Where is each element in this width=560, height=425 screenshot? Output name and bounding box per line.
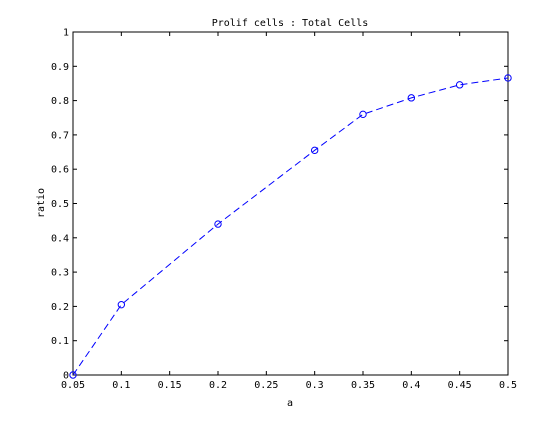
y-tick-label: 0.9 xyxy=(51,62,69,73)
x-tick-label: 0.2 xyxy=(209,380,227,391)
x-tick-label: 0.4 xyxy=(402,380,420,391)
x-tick-label: 0.5 xyxy=(499,380,517,391)
data-point-marker xyxy=(310,146,319,155)
y-tick-label: 0.6 xyxy=(51,165,69,176)
x-tick-label: 0.35 xyxy=(351,380,375,391)
y-axis-ticks: 0 0.1 0.2 0.3 0.4 0.5 0.6 0.7 0.8 0.9 1 xyxy=(51,28,508,382)
data-point-marker xyxy=(69,371,77,379)
data-point-marker xyxy=(117,300,126,309)
series-line xyxy=(72,77,509,376)
y-tick-label: 0.4 xyxy=(51,233,69,244)
y-tick-label: 0.2 xyxy=(51,302,69,313)
x-tick-label: 0.45 xyxy=(448,380,472,391)
series-layer xyxy=(69,74,512,379)
x-tick-label: 0.15 xyxy=(158,380,182,391)
data-point-marker xyxy=(504,74,512,82)
y-tick-label: 0.3 xyxy=(51,268,69,279)
x-axis-label: a xyxy=(287,398,293,409)
y-tick-label: 0.7 xyxy=(51,130,69,141)
data-point-marker xyxy=(407,94,416,102)
data-point-marker xyxy=(455,81,464,89)
x-tick-label: 0.05 xyxy=(61,380,85,391)
x-axis-ticks: 0.05 0.1 0.15 0.2 0.25 0.3 0.35 0.4 0.45 0.5 xyxy=(61,32,517,391)
y-tick-label: 0.5 xyxy=(51,199,69,210)
data-point-marker xyxy=(214,220,222,228)
x-tick-label: 0.25 xyxy=(254,380,278,391)
y-tick-label: 0.1 xyxy=(51,336,69,347)
y-tick-label: 1 xyxy=(63,28,69,39)
y-axis-label: ratio xyxy=(36,188,47,218)
x-tick-label: 0.3 xyxy=(306,380,324,391)
data-point-marker xyxy=(359,110,367,119)
plot-area xyxy=(72,31,509,376)
chart-title: Prolif cells : Total Cells xyxy=(212,18,369,29)
y-tick-label: 0 xyxy=(63,371,69,382)
y-tick-label: 0.8 xyxy=(51,96,69,107)
x-tick-label: 0.1 xyxy=(112,380,130,391)
